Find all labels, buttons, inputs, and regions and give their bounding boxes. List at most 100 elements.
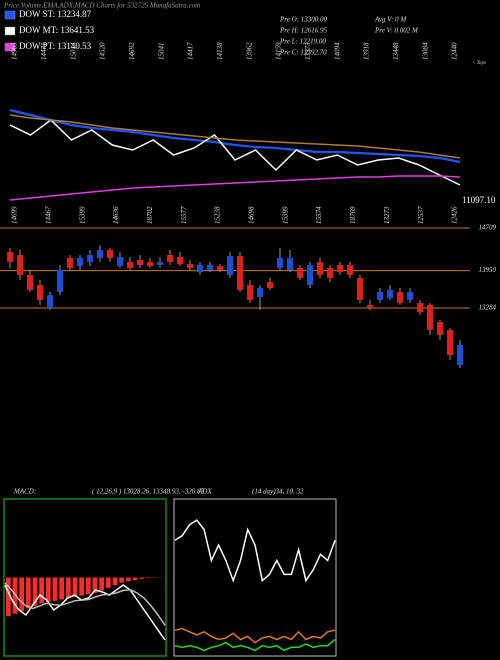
top-label: 12426 bbox=[451, 206, 459, 224]
candle-body bbox=[337, 264, 343, 273]
histogram-bar bbox=[126, 577, 131, 582]
candle-body bbox=[407, 292, 413, 300]
histogram-bar bbox=[19, 577, 24, 612]
candle-body bbox=[187, 263, 193, 268]
candle-body bbox=[167, 255, 173, 262]
top-label: 15577 bbox=[180, 206, 188, 224]
candle-body bbox=[157, 261, 163, 265]
histogram-bar bbox=[92, 577, 98, 593]
candle-body bbox=[297, 267, 303, 278]
candle-body bbox=[127, 261, 133, 268]
adx-subtitle: (14 day)34, 10, 32 bbox=[252, 488, 304, 496]
series-line bbox=[4, 584, 166, 641]
candle-body bbox=[217, 266, 223, 270]
series-line bbox=[9, 119, 461, 186]
top-label: 13918 bbox=[363, 42, 371, 60]
candle-body bbox=[87, 255, 93, 262]
candle-body bbox=[27, 274, 33, 290]
candle-body bbox=[447, 330, 453, 356]
top-label: 14467 bbox=[44, 206, 52, 224]
histogram-bar bbox=[39, 577, 44, 604]
candle-body bbox=[357, 277, 363, 300]
candle-body bbox=[367, 304, 373, 309]
top-label: 18702 bbox=[146, 206, 154, 224]
candle-body bbox=[277, 257, 283, 268]
top-label: 18769 bbox=[349, 206, 357, 224]
candle-body bbox=[197, 264, 203, 273]
candle-body bbox=[377, 292, 383, 300]
y-tick-label: 14709 bbox=[479, 224, 497, 232]
candle-body bbox=[437, 321, 443, 336]
top-label: 14417 bbox=[187, 42, 195, 60]
y-tick-label: 13284 bbox=[479, 304, 497, 312]
histogram-bar bbox=[86, 577, 91, 595]
top-label: 13273 bbox=[383, 206, 391, 224]
candle-body bbox=[457, 345, 463, 366]
candle-body bbox=[7, 251, 13, 262]
candle-body bbox=[247, 284, 253, 300]
candle-body bbox=[207, 264, 213, 270]
top-label: 14138 bbox=[216, 42, 224, 60]
histogram-bar bbox=[59, 577, 64, 600]
top-label: 15041 bbox=[157, 43, 165, 61]
histogram-bar bbox=[79, 577, 84, 596]
histogram-bar bbox=[32, 577, 38, 606]
candle-body bbox=[397, 292, 403, 304]
top-label: 14636 bbox=[112, 206, 120, 224]
legend-label: DOW MT: 13641.53 bbox=[19, 25, 95, 35]
top-label: 14698 bbox=[248, 206, 256, 224]
histogram-bar bbox=[119, 577, 124, 583]
candle-body bbox=[257, 288, 263, 298]
top-label: 13448 bbox=[392, 42, 400, 60]
series-line bbox=[174, 519, 336, 583]
adx-panel bbox=[173, 498, 337, 657]
legend-swatch bbox=[4, 10, 16, 20]
candle-body bbox=[47, 294, 53, 309]
candle-body bbox=[347, 264, 353, 275]
candle-body bbox=[17, 255, 23, 275]
macd-panel bbox=[3, 498, 167, 657]
candle-body bbox=[317, 261, 323, 275]
note: < Tops bbox=[472, 61, 486, 66]
candle-body bbox=[147, 261, 153, 267]
histogram-bar bbox=[132, 577, 138, 581]
series-line bbox=[9, 108, 461, 164]
candle-body bbox=[307, 264, 313, 285]
candle-body bbox=[287, 257, 293, 270]
candle-body bbox=[57, 269, 63, 293]
histogram-bar bbox=[26, 577, 31, 609]
top-label: 14965 bbox=[11, 42, 19, 60]
macd-subtitle: ( 12,26,9 ) 13028.26, 13348.93, -320.67 bbox=[92, 488, 204, 496]
histogram-bar bbox=[6, 577, 11, 617]
candle-body bbox=[417, 303, 423, 312]
histogram-bar bbox=[106, 577, 111, 588]
candle-body bbox=[37, 284, 43, 300]
legend-swatch bbox=[4, 26, 16, 36]
histogram-bar bbox=[112, 577, 118, 586]
series-line bbox=[4, 582, 166, 626]
candle-body bbox=[97, 250, 103, 258]
histogram-bar bbox=[52, 577, 58, 601]
top-label: 15014 bbox=[69, 42, 77, 60]
y-tick-label: 13950 bbox=[479, 266, 497, 274]
histogram-bar bbox=[72, 577, 78, 597]
candle-body bbox=[77, 257, 83, 267]
histogram-bar bbox=[46, 577, 51, 603]
top-label: 14692 bbox=[128, 42, 136, 60]
series-line bbox=[9, 114, 461, 159]
candle-body bbox=[177, 256, 183, 264]
candle-body bbox=[267, 282, 273, 289]
candle-body bbox=[107, 250, 113, 258]
top-label: 13962 bbox=[245, 42, 253, 60]
volume: Pre V: 0.002 M bbox=[374, 27, 419, 35]
candle-body bbox=[427, 304, 433, 331]
macd-title: MACD: bbox=[13, 488, 36, 496]
series-line bbox=[9, 175, 461, 201]
top-label: 12537 bbox=[417, 206, 425, 224]
adx-title: ADX bbox=[197, 488, 212, 496]
candle-body bbox=[237, 256, 243, 290]
top-label: 12440 bbox=[451, 42, 459, 60]
top-label: 15574 bbox=[315, 206, 323, 224]
series-line bbox=[174, 627, 336, 644]
